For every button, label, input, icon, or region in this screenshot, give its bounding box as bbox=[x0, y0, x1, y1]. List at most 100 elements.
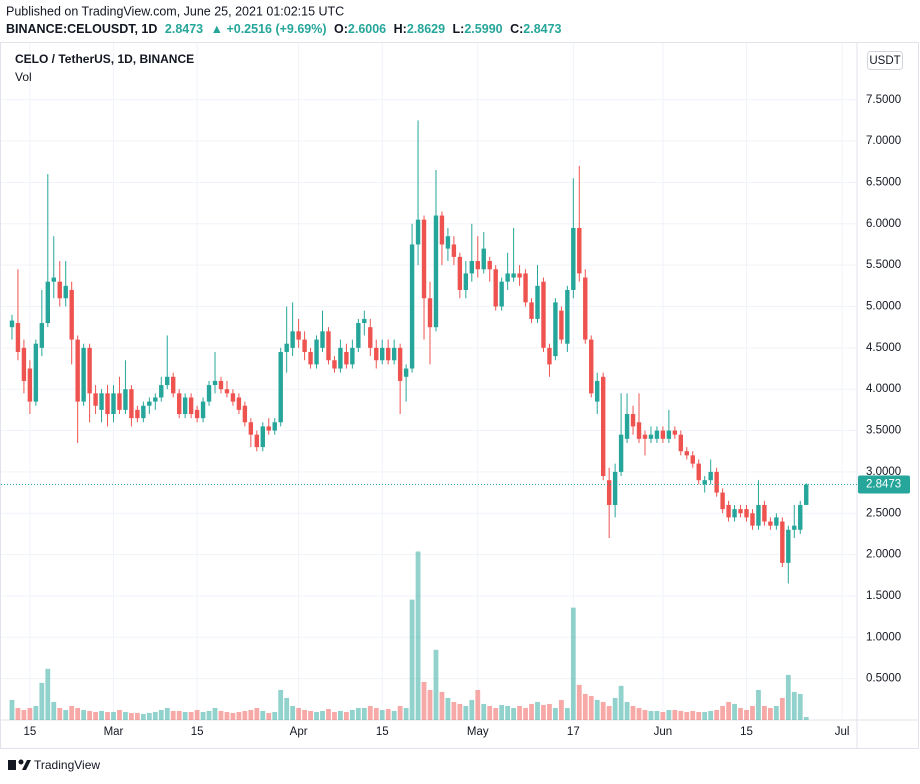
candle-body bbox=[63, 285, 68, 299]
volume-bar bbox=[308, 710, 313, 720]
volume-bar bbox=[224, 711, 230, 720]
volume-bar bbox=[272, 711, 278, 720]
y-tick-label: 4.0000 bbox=[866, 383, 901, 395]
candle-body bbox=[600, 376, 606, 477]
candle-body bbox=[577, 227, 582, 274]
volume-bar bbox=[666, 709, 672, 720]
candle-body bbox=[236, 397, 242, 410]
volume-bar bbox=[117, 709, 122, 720]
symbol-line: BINANCE:CELOUSDT, 1D 2.8473 ▲ +0.2516 (+… bbox=[6, 22, 562, 36]
volume-bar bbox=[445, 697, 451, 720]
candle-body bbox=[385, 347, 391, 361]
volume-bar bbox=[355, 707, 361, 720]
candle-body bbox=[75, 339, 80, 402]
volume-bar bbox=[475, 689, 481, 720]
candle-body bbox=[147, 401, 152, 406]
candle-body bbox=[612, 471, 618, 505]
volume-bar bbox=[254, 707, 260, 720]
y-tick-label: 3.0000 bbox=[866, 466, 901, 478]
candle-body bbox=[153, 397, 158, 402]
candle-body bbox=[553, 302, 558, 357]
candle-body bbox=[254, 434, 260, 448]
candle-body bbox=[702, 480, 707, 485]
candle-body bbox=[487, 261, 492, 270]
volume-bar bbox=[290, 705, 296, 720]
candle-body bbox=[111, 393, 116, 415]
volume-bar bbox=[33, 705, 39, 720]
x-tick-label: Jun bbox=[654, 726, 673, 738]
y-tick-label: 6.0000 bbox=[866, 218, 901, 230]
volume-bar bbox=[779, 697, 785, 720]
volume-bar bbox=[63, 709, 69, 720]
y-tick-label: 3.5000 bbox=[866, 425, 901, 437]
volume-bar bbox=[612, 697, 618, 720]
candle-body bbox=[350, 347, 355, 365]
candle-body bbox=[374, 347, 379, 361]
candle-body bbox=[278, 351, 283, 423]
volume-bar bbox=[726, 701, 731, 720]
volume-bar bbox=[660, 711, 666, 720]
volume-bar bbox=[379, 709, 385, 720]
volume-bar bbox=[57, 707, 63, 720]
ohlc-label: H: bbox=[394, 22, 407, 36]
chart-frame bbox=[0, 42, 919, 749]
candle-body bbox=[272, 422, 277, 431]
volume-bar bbox=[576, 684, 582, 720]
candle-body bbox=[188, 397, 194, 415]
candle-body bbox=[606, 480, 612, 505]
candle-body bbox=[81, 347, 86, 402]
volume bbox=[9, 551, 809, 720]
y-tick-label: 2.5000 bbox=[866, 507, 901, 519]
volume-bar bbox=[648, 710, 654, 720]
candle-body bbox=[660, 430, 666, 439]
x-tick-label: 15 bbox=[23, 726, 36, 738]
ohlc-label: O: bbox=[334, 22, 348, 36]
currency[interactable]: USDT bbox=[869, 55, 900, 67]
volume-bar bbox=[582, 693, 588, 720]
volume-bar bbox=[654, 710, 660, 720]
candle-body bbox=[541, 281, 546, 348]
volume-bar bbox=[93, 711, 98, 720]
x-tick-label: Mar bbox=[104, 726, 124, 738]
candle-body bbox=[260, 426, 265, 448]
x-tick-label: 15 bbox=[740, 726, 753, 738]
volume-bar bbox=[248, 709, 254, 720]
candle-body bbox=[511, 273, 516, 278]
volume-bar bbox=[332, 711, 337, 720]
volume-bar bbox=[146, 712, 152, 720]
volume-bar bbox=[535, 701, 540, 720]
volume-bar bbox=[373, 707, 379, 720]
volume-bar bbox=[320, 710, 325, 720]
volume-bar bbox=[39, 682, 45, 720]
last-price-box bbox=[858, 475, 910, 494]
logo-mark bbox=[22, 760, 31, 770]
candle-body bbox=[571, 227, 576, 290]
y-tick-label: 2.0000 bbox=[866, 549, 901, 561]
candle-body bbox=[159, 385, 164, 398]
volume-bar bbox=[266, 712, 272, 720]
candle-body bbox=[774, 517, 779, 526]
volume-bar bbox=[672, 709, 678, 720]
currency-box[interactable] bbox=[867, 51, 903, 70]
candle-body bbox=[397, 347, 403, 381]
volume-bar bbox=[81, 709, 87, 720]
candle-body bbox=[326, 331, 331, 361]
candle-body bbox=[338, 347, 343, 369]
y-tick-label: 1.5000 bbox=[866, 590, 901, 602]
volume-bar bbox=[284, 697, 290, 720]
volume-bar bbox=[361, 707, 367, 720]
volume-bar bbox=[469, 699, 475, 720]
y-tick-label: 7.0000 bbox=[866, 135, 901, 147]
candle-body bbox=[493, 269, 498, 307]
x-tick-label: 15 bbox=[191, 726, 204, 738]
volume-bar bbox=[367, 705, 373, 720]
last: 2.8473 bbox=[165, 22, 203, 36]
candle-body bbox=[624, 414, 630, 439]
candle-body bbox=[499, 281, 504, 307]
candle-body bbox=[15, 323, 21, 352]
candle-body bbox=[690, 455, 695, 464]
volume-bar bbox=[547, 703, 552, 720]
volume-bar bbox=[762, 705, 767, 720]
volume-bar bbox=[756, 689, 761, 720]
candle-body bbox=[248, 422, 254, 435]
